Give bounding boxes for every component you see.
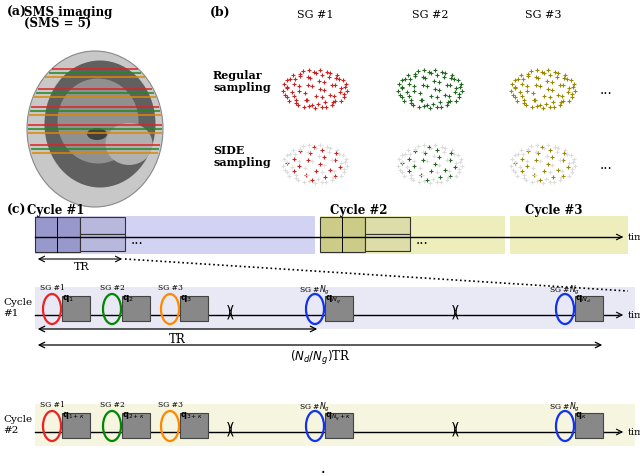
Text: SG #$N_g$: SG #$N_g$ (300, 400, 330, 413)
Bar (575, 413, 603, 438)
Text: Cycle #1: Cycle #1 (27, 204, 84, 217)
Bar (122, 297, 150, 321)
Text: ...: ... (600, 158, 612, 172)
Text: Cycle: Cycle (3, 414, 32, 423)
Text: SG #3: SG #3 (157, 400, 182, 408)
Text: SG #1: SG #1 (40, 400, 65, 408)
Text: time: time (628, 233, 640, 242)
Text: $\mathbf{q}_1$: $\mathbf{q}_1$ (62, 292, 74, 303)
Bar (62, 297, 90, 321)
Ellipse shape (45, 61, 156, 188)
Text: (a): (a) (7, 6, 27, 19)
Text: TR: TR (168, 332, 186, 345)
Bar (325, 413, 353, 438)
Text: (SMS = 5): (SMS = 5) (24, 17, 92, 30)
Text: SG #2: SG #2 (100, 400, 124, 408)
Text: Cycle: Cycle (3, 298, 32, 307)
Bar (122, 413, 150, 438)
Text: ...: ... (131, 232, 143, 247)
Text: $\mathbf{q}_{N_d}$: $\mathbf{q}_{N_d}$ (575, 292, 591, 304)
Text: $)\!($: $)\!($ (450, 302, 460, 320)
Text: #1: #1 (3, 308, 19, 317)
Text: $\mathbf{q}_{N_g+\kappa}$: $\mathbf{q}_{N_g+\kappa}$ (325, 409, 351, 422)
Text: sampling: sampling (213, 157, 271, 168)
Text: SG #2: SG #2 (412, 10, 448, 20)
Ellipse shape (27, 52, 163, 208)
Text: (b): (b) (210, 6, 230, 19)
Text: $\mathbf{q}_3$: $\mathbf{q}_3$ (180, 292, 192, 303)
Bar (365, 218, 410, 235)
Bar (575, 297, 603, 321)
Text: $\vdots$: $\vdots$ (314, 467, 326, 476)
Text: #2: #2 (3, 425, 19, 434)
Text: SG #$N_g$: SG #$N_g$ (300, 283, 330, 297)
Text: time: time (628, 311, 640, 320)
Bar (320, 217, 505, 255)
Ellipse shape (87, 129, 107, 141)
Text: SG #2: SG #2 (100, 283, 124, 291)
Text: sampling: sampling (213, 82, 271, 93)
Bar (325, 297, 353, 321)
Ellipse shape (58, 79, 138, 164)
Bar (180, 413, 208, 438)
Text: $)\!($: $)\!($ (450, 419, 460, 437)
Text: $\mathbf{q}_{3+\kappa}$: $\mathbf{q}_{3+\kappa}$ (180, 409, 202, 420)
Text: $\mathbf{q}_2$: $\mathbf{q}_2$ (122, 292, 134, 303)
Text: SG #$N_g$: SG #$N_g$ (550, 283, 580, 297)
Text: ...: ... (600, 83, 612, 97)
Bar (80, 218, 125, 235)
Text: time: time (628, 427, 640, 436)
Text: SMS imaging: SMS imaging (24, 6, 113, 19)
Bar (180, 297, 208, 321)
Text: SG #1: SG #1 (40, 283, 65, 291)
Bar (80, 235, 125, 251)
Bar (320, 218, 365, 252)
Text: $\mathbf{q}_{2+\kappa}$: $\mathbf{q}_{2+\kappa}$ (122, 409, 145, 420)
Text: $)\!($: $)\!($ (225, 419, 235, 437)
Text: $)\!($: $)\!($ (225, 302, 235, 320)
Text: SG #3: SG #3 (157, 283, 182, 291)
Text: SG #$N_g$: SG #$N_g$ (550, 400, 580, 413)
Text: ...: ... (415, 232, 428, 247)
Text: $\mathbf{q}_{N_g}$: $\mathbf{q}_{N_g}$ (325, 292, 341, 305)
Text: SIDE: SIDE (213, 145, 244, 156)
Bar (35, 218, 80, 252)
Text: $\mathbf{q}_{1+\kappa}$: $\mathbf{q}_{1+\kappa}$ (62, 409, 84, 420)
Text: $\mathbf{q}_{\kappa}$: $\mathbf{q}_{\kappa}$ (575, 409, 586, 420)
Text: Regular: Regular (213, 70, 262, 81)
Bar (62, 413, 90, 438)
Bar (365, 235, 410, 251)
Text: Cycle #3: Cycle #3 (525, 204, 582, 217)
Text: Cycle #2: Cycle #2 (330, 204, 387, 217)
Bar (510, 217, 628, 255)
Bar (35, 288, 635, 329)
Text: SG #1: SG #1 (297, 10, 333, 20)
Bar (35, 404, 635, 446)
Text: SG #3: SG #3 (525, 10, 561, 20)
Text: TR: TR (74, 261, 90, 271)
Bar (35, 217, 315, 255)
Ellipse shape (106, 124, 152, 166)
Text: $(N_d/N_g)$TR: $(N_d/N_g)$TR (289, 348, 351, 366)
Text: (c): (c) (7, 204, 26, 217)
